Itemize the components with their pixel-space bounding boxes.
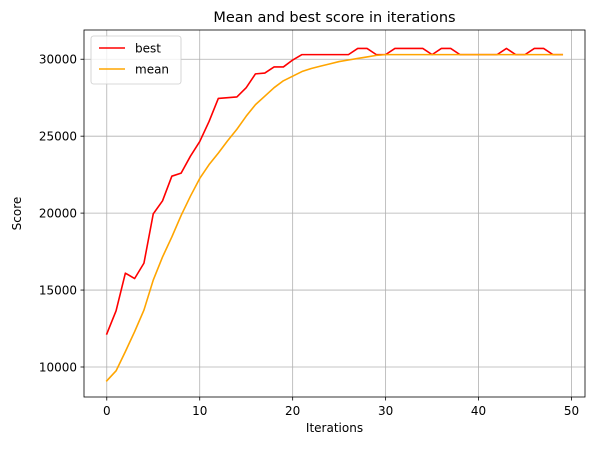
x-axis-ticks: 0 10 20 30 40 50: [103, 397, 579, 418]
y-axis-ticks: 10000 15000 20000 25000 30000: [39, 53, 84, 374]
legend-label-best: best: [135, 42, 161, 56]
x-tick-label: 30: [378, 404, 393, 418]
y-tick-label: 20000: [39, 207, 77, 221]
x-axis-label: Iterations: [306, 421, 363, 435]
y-tick-label: 15000: [39, 284, 77, 298]
x-tick-label: 10: [192, 404, 207, 418]
x-tick-label: 50: [564, 404, 579, 418]
y-tick-label: 30000: [39, 53, 77, 67]
legend: best mean: [90, 35, 182, 85]
y-tick-label: 25000: [39, 130, 77, 144]
y-axis-label: Score: [10, 197, 24, 231]
series-line-mean: [105, 53, 564, 382]
y-tick-label: 10000: [39, 360, 77, 374]
x-tick-label: 40: [471, 404, 486, 418]
x-tick-label: 0: [103, 404, 111, 418]
x-tick-label: 20: [285, 404, 300, 418]
legend-label-mean: mean: [135, 63, 169, 77]
chart-title: Mean and best score in iterations: [213, 10, 455, 26]
series-layer: [105, 47, 564, 382]
